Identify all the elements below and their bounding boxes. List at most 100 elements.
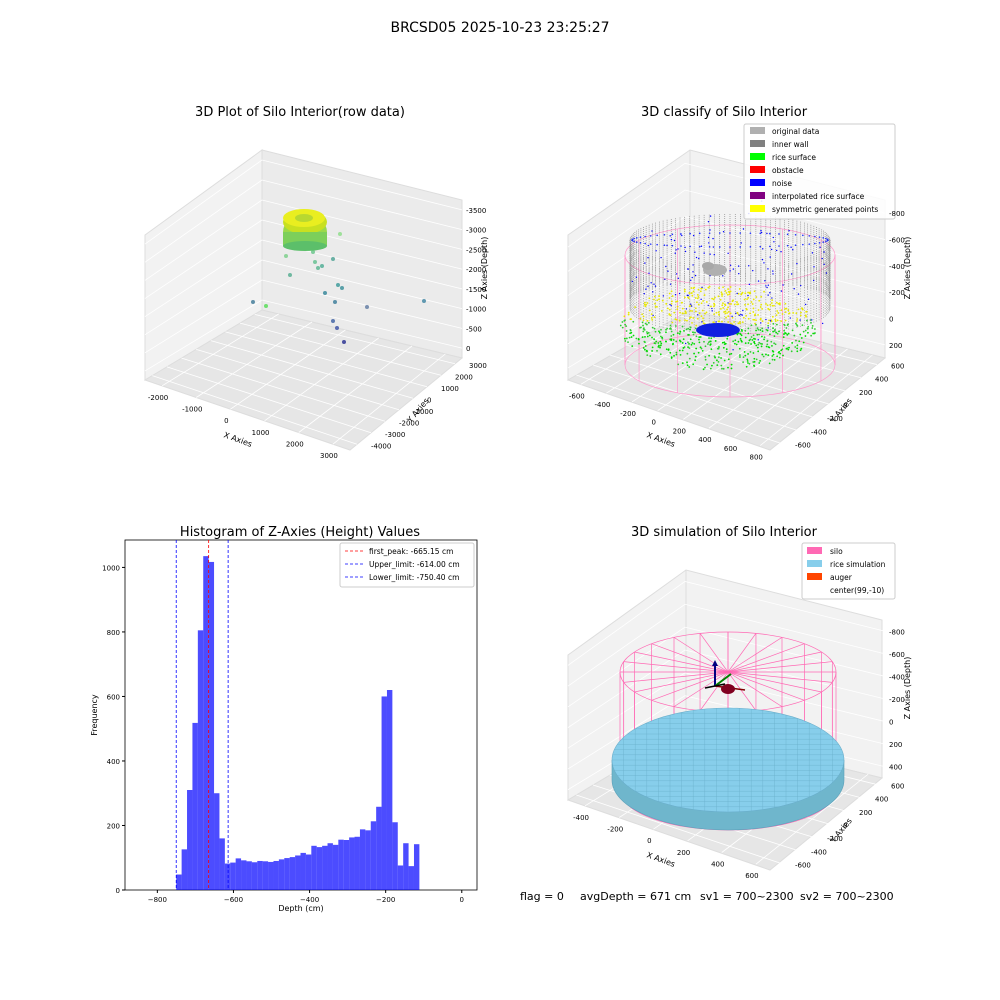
noise-point bbox=[802, 234, 804, 237]
surface-point bbox=[744, 342, 747, 345]
noise-point bbox=[675, 273, 678, 275]
surface-point bbox=[736, 312, 739, 314]
surface-point bbox=[713, 305, 715, 308]
surface-point bbox=[807, 331, 809, 334]
noise-point bbox=[773, 241, 775, 243]
surface-point bbox=[759, 318, 762, 321]
noise-point bbox=[813, 266, 815, 268]
noise-point bbox=[698, 232, 701, 235]
noise-point bbox=[811, 252, 814, 254]
surface-point bbox=[766, 339, 769, 342]
noise-point bbox=[826, 239, 829, 242]
noise-point bbox=[707, 236, 710, 239]
surface-point bbox=[741, 291, 744, 294]
noise-point bbox=[666, 244, 668, 247]
histogram-bar bbox=[295, 855, 301, 890]
surface-point bbox=[768, 319, 770, 322]
surface-point bbox=[704, 366, 706, 369]
histogram-xlabel: Depth (cm) bbox=[278, 904, 323, 913]
surface-point bbox=[727, 288, 729, 290]
surface-point bbox=[644, 345, 647, 347]
surface-point bbox=[708, 285, 711, 288]
surface-point bbox=[728, 353, 731, 356]
z-tick-label: -400 bbox=[889, 673, 905, 681]
surface-point bbox=[775, 301, 778, 304]
noise-point bbox=[722, 275, 724, 277]
surface-point bbox=[795, 322, 797, 325]
surface-point bbox=[811, 327, 814, 329]
noise-point bbox=[695, 256, 698, 259]
z-tick-label: -800 bbox=[889, 628, 905, 636]
noise-point bbox=[763, 262, 765, 264]
surface-point bbox=[621, 321, 624, 323]
x-tick-label: -400 bbox=[573, 814, 589, 822]
surface-point bbox=[734, 339, 737, 342]
surface-point bbox=[725, 350, 728, 353]
surface-point bbox=[713, 313, 715, 316]
noise-point bbox=[727, 252, 729, 255]
histogram-bar bbox=[316, 847, 323, 890]
surface-point bbox=[763, 290, 765, 293]
raw-point bbox=[331, 257, 335, 261]
surface-point bbox=[747, 332, 750, 335]
surface-point bbox=[761, 330, 764, 333]
surface-point bbox=[701, 349, 704, 352]
surface-point bbox=[678, 349, 681, 352]
surface-point bbox=[688, 342, 690, 345]
y-tick-label: 0 bbox=[843, 402, 847, 410]
surface-point bbox=[646, 302, 649, 304]
noise-point bbox=[635, 237, 638, 239]
surface-point bbox=[660, 342, 663, 345]
surface-point bbox=[685, 328, 688, 331]
surface-point bbox=[753, 290, 756, 293]
noise-point bbox=[735, 312, 737, 314]
x-tick-label: -2000 bbox=[148, 394, 168, 402]
surface-point bbox=[679, 354, 682, 356]
surface-point bbox=[791, 342, 794, 344]
noise-point bbox=[729, 264, 732, 267]
surface-point bbox=[784, 331, 786, 334]
noise-point bbox=[684, 250, 687, 253]
surface-point bbox=[713, 303, 716, 306]
surface-point bbox=[757, 309, 760, 311]
noise-point bbox=[687, 268, 689, 270]
surface-point bbox=[800, 311, 802, 314]
noise-point bbox=[786, 244, 789, 247]
noise-point bbox=[644, 235, 646, 238]
noise-point bbox=[687, 294, 689, 297]
surface-point bbox=[627, 341, 629, 343]
noise-point bbox=[739, 246, 742, 248]
surface-point bbox=[778, 303, 781, 306]
surface-point bbox=[646, 332, 649, 335]
surface-point bbox=[729, 290, 732, 293]
z-tick-label: -1500 bbox=[466, 286, 486, 294]
surface-point bbox=[727, 310, 730, 313]
histogram-bar bbox=[300, 852, 306, 890]
legend-label: inner wall bbox=[772, 140, 809, 149]
surface-point bbox=[699, 290, 702, 293]
surface-point bbox=[690, 292, 693, 294]
surface-point bbox=[638, 342, 640, 345]
x-tick-label: 1000 bbox=[252, 429, 270, 437]
histogram-bar bbox=[203, 556, 209, 890]
z-grid-line bbox=[144, 219, 463, 299]
surface-point bbox=[766, 329, 769, 332]
z-tick-label: -800 bbox=[889, 210, 905, 218]
noise-point bbox=[790, 273, 793, 275]
noise-point bbox=[711, 310, 713, 312]
x-grid-line bbox=[332, 353, 446, 445]
noise-point bbox=[759, 245, 762, 248]
noise-point bbox=[711, 307, 713, 310]
histogram-bar bbox=[214, 793, 220, 890]
noise-point bbox=[749, 232, 752, 234]
surface-point bbox=[761, 308, 764, 310]
surface-point bbox=[801, 324, 804, 327]
surface-point bbox=[688, 334, 690, 336]
surface-point bbox=[805, 310, 808, 313]
surface-point bbox=[814, 332, 816, 334]
surface-point bbox=[650, 317, 653, 319]
noise-point bbox=[793, 288, 795, 290]
surface-point bbox=[796, 350, 799, 353]
surface-point bbox=[645, 303, 648, 306]
surface-point bbox=[715, 311, 718, 314]
